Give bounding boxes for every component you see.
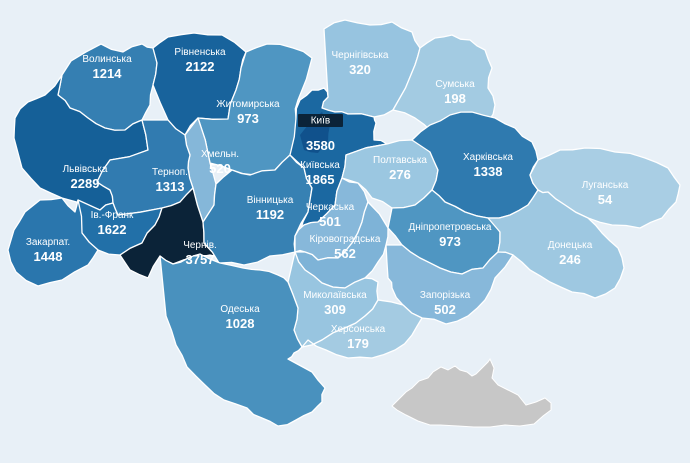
svg-text:Ів.-Франк: Ів.-Франк [91,210,134,221]
svg-text:1214: 1214 [93,66,123,81]
svg-text:246: 246 [559,252,581,267]
svg-text:Київ: Київ [311,116,331,127]
svg-text:Хмельн.: Хмельн. [201,149,239,160]
svg-text:Терноп.: Терноп. [152,167,188,178]
svg-text:502: 502 [434,302,456,317]
svg-text:1865: 1865 [306,172,335,187]
svg-text:198: 198 [444,91,466,106]
svg-text:2289: 2289 [71,176,100,191]
svg-text:1622: 1622 [98,222,127,237]
svg-text:Львівська: Львівська [63,164,108,175]
svg-text:Вінницька: Вінницька [247,195,294,206]
svg-text:Одеська: Одеська [220,304,260,315]
svg-text:Дніпропетровська: Дніпропетровська [409,222,492,233]
svg-text:309: 309 [324,302,346,317]
svg-text:1338: 1338 [474,164,503,179]
svg-text:Миколаївська: Миколаївська [303,290,367,301]
svg-text:Полтавська: Полтавська [373,155,427,166]
svg-text:1448: 1448 [34,249,63,264]
svg-text:Харківська: Харківська [463,152,513,163]
svg-text:Кіровоградська: Кіровоградська [310,234,381,245]
svg-text:Черкаська: Черкаська [306,202,355,213]
svg-text:54: 54 [598,192,613,207]
svg-text:Закарпат.: Закарпат. [26,237,70,248]
svg-text:Сумська: Сумська [435,79,475,90]
svg-text:Волинська: Волинська [82,54,132,65]
svg-text:179: 179 [347,336,369,351]
svg-text:Житомирська: Житомирська [216,99,280,110]
svg-text:562: 562 [334,246,356,261]
svg-text:3580: 3580 [306,138,335,153]
svg-text:Чернів.: Чернів. [183,240,217,251]
svg-text:1192: 1192 [256,207,284,222]
svg-text:276: 276 [389,167,411,182]
svg-text:973: 973 [439,234,461,249]
svg-text:Чернігівська: Чернігівська [332,50,389,61]
svg-text:Донецька: Донецька [548,240,593,251]
svg-text:501: 501 [319,214,341,229]
svg-text:Київська: Київська [300,160,340,171]
svg-text:Луганська: Луганська [582,180,629,191]
svg-text:Рівненська: Рівненська [174,47,226,58]
svg-text:Херсонська: Херсонська [331,324,386,335]
svg-text:3757: 3757 [186,252,215,267]
svg-text:Запорізька: Запорізька [420,290,471,301]
svg-text:2122: 2122 [186,59,215,74]
svg-text:520: 520 [209,161,231,176]
svg-text:1313: 1313 [156,179,185,194]
svg-text:1028: 1028 [226,316,255,331]
svg-text:973: 973 [237,111,259,126]
svg-text:320: 320 [349,62,371,77]
